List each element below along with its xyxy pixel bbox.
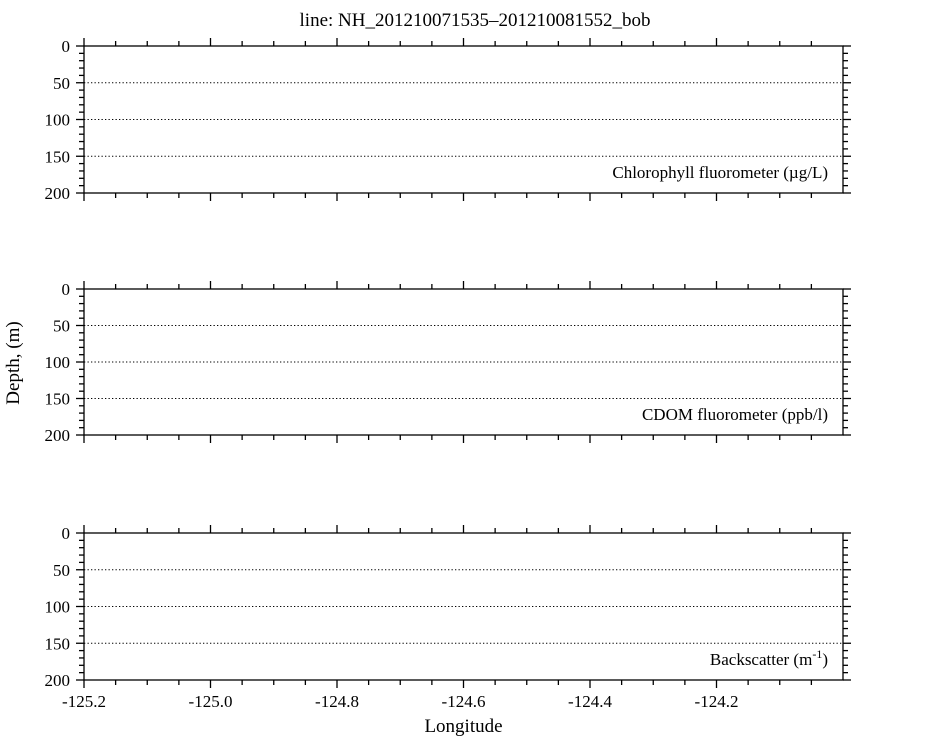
- svg-text:200: 200: [45, 184, 71, 203]
- svg-text:150: 150: [45, 390, 71, 409]
- svg-text:-124.6: -124.6: [442, 692, 486, 711]
- svg-text:Longitude: Longitude: [424, 716, 502, 737]
- svg-text:100: 100: [45, 353, 71, 372]
- svg-text:-125.2: -125.2: [62, 692, 106, 711]
- svg-text:50: 50: [53, 74, 70, 93]
- svg-text:-124.8: -124.8: [315, 692, 359, 711]
- svg-text:50: 50: [53, 561, 70, 580]
- svg-text:100: 100: [45, 111, 71, 130]
- svg-text:100: 100: [45, 598, 71, 617]
- svg-text:200: 200: [45, 426, 71, 445]
- svg-text:0: 0: [62, 37, 71, 56]
- svg-text:-124.2: -124.2: [695, 692, 739, 711]
- svg-text:0: 0: [62, 524, 71, 543]
- svg-text:-124.4: -124.4: [568, 692, 612, 711]
- svg-text:line: NH_201210071535–20121008: line: NH_201210071535–201210081552_bob: [300, 10, 651, 31]
- svg-text:0: 0: [62, 280, 71, 299]
- svg-text:150: 150: [45, 634, 71, 653]
- svg-text:Depth, (m): Depth, (m): [3, 321, 24, 404]
- svg-text:50: 50: [53, 317, 70, 336]
- svg-text:Chlorophyll fluorometer (µg/L): Chlorophyll fluorometer (µg/L): [612, 163, 828, 182]
- svg-text:Backscatter (m-1): Backscatter (m-1): [710, 647, 828, 669]
- svg-text:200: 200: [45, 671, 71, 690]
- svg-text:150: 150: [45, 147, 71, 166]
- svg-text:CDOM fluorometer (ppb/l): CDOM fluorometer (ppb/l): [642, 405, 828, 424]
- svg-text:-125.0: -125.0: [189, 692, 233, 711]
